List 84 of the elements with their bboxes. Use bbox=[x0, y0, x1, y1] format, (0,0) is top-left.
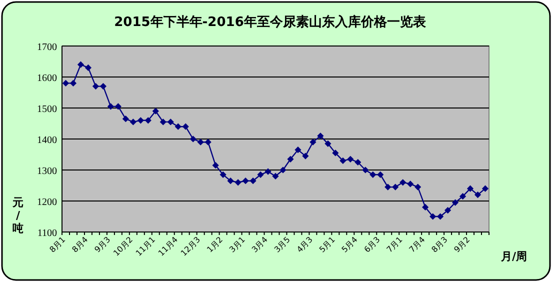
point bbox=[294, 146, 302, 154]
point bbox=[317, 132, 324, 140]
point bbox=[242, 178, 249, 184]
point bbox=[77, 61, 84, 68]
x-tick-label: 3月5 bbox=[272, 235, 292, 254]
y-axis-title: 元/吨 bbox=[12, 196, 24, 235]
x-tick-label: 9月2 bbox=[452, 235, 472, 254]
point bbox=[370, 171, 376, 178]
x-tick-label: 11月4 bbox=[156, 235, 180, 258]
point bbox=[122, 116, 129, 122]
point bbox=[84, 64, 92, 71]
point bbox=[272, 172, 279, 180]
point bbox=[100, 83, 106, 90]
x-tick-label: 8月4 bbox=[70, 235, 90, 254]
point bbox=[114, 103, 122, 110]
point bbox=[257, 171, 264, 178]
y-tick-label: 1200 bbox=[37, 197, 57, 208]
x-tick-label: 7月4 bbox=[408, 235, 427, 254]
y-tick-label: 1500 bbox=[37, 104, 57, 115]
x-tick-label: 9月3 bbox=[92, 235, 112, 254]
point bbox=[302, 152, 309, 160]
point bbox=[452, 199, 459, 206]
point bbox=[167, 118, 174, 126]
point bbox=[354, 158, 362, 166]
point bbox=[212, 162, 219, 169]
x-tick-label: 5月4 bbox=[340, 235, 360, 254]
point bbox=[400, 179, 406, 186]
chart-title: 2015年下半年-2016年至今尿素山东入库价格一览表 bbox=[114, 14, 427, 30]
y-tick-label: 1600 bbox=[37, 73, 57, 84]
point bbox=[466, 185, 474, 192]
point bbox=[152, 108, 159, 114]
x-tick-label: 6月3 bbox=[362, 235, 382, 254]
point bbox=[459, 193, 466, 200]
point bbox=[137, 117, 144, 124]
point bbox=[340, 157, 346, 164]
point bbox=[92, 83, 100, 90]
point bbox=[280, 166, 286, 174]
point bbox=[444, 207, 452, 214]
point bbox=[310, 138, 316, 146]
x-tick-label: 12月3 bbox=[179, 235, 202, 258]
x-tick-label: 1月2 bbox=[205, 235, 224, 254]
point bbox=[227, 178, 234, 184]
point bbox=[62, 80, 70, 86]
point bbox=[482, 185, 489, 192]
point bbox=[70, 80, 77, 86]
x-tick-label: 10月2 bbox=[112, 235, 135, 258]
point bbox=[287, 156, 294, 162]
point bbox=[204, 138, 212, 146]
point bbox=[182, 123, 189, 130]
point bbox=[190, 136, 196, 142]
point bbox=[422, 204, 429, 210]
y-tick-label: 1300 bbox=[37, 166, 57, 177]
point bbox=[107, 103, 114, 110]
x-tick-label: 5月1 bbox=[318, 235, 337, 254]
point bbox=[430, 213, 436, 220]
point bbox=[220, 171, 226, 178]
x-tick-label: 4月3 bbox=[295, 235, 314, 254]
point bbox=[407, 180, 414, 188]
point bbox=[347, 156, 354, 162]
x-tick-label: 3月1 bbox=[228, 235, 247, 254]
y-tick-label: 1700 bbox=[37, 42, 57, 53]
x-tick-label: 7月1 bbox=[385, 235, 404, 254]
point bbox=[130, 118, 136, 126]
x-tick-label: 11月1 bbox=[134, 235, 158, 258]
point bbox=[324, 140, 332, 147]
point bbox=[160, 118, 166, 126]
point bbox=[144, 117, 152, 124]
x-tick-label: 8月3 bbox=[430, 235, 450, 254]
point bbox=[384, 184, 392, 190]
point bbox=[250, 178, 256, 184]
point bbox=[264, 168, 272, 175]
point bbox=[414, 184, 422, 190]
point bbox=[362, 166, 369, 174]
point bbox=[234, 179, 242, 186]
y-tick-label: 1400 bbox=[37, 135, 57, 146]
point bbox=[377, 171, 384, 178]
x-tick-label: 3月4 bbox=[250, 235, 270, 254]
point bbox=[474, 192, 482, 198]
point bbox=[174, 123, 182, 130]
point bbox=[332, 150, 339, 156]
point bbox=[437, 213, 444, 220]
point bbox=[197, 138, 204, 146]
point bbox=[392, 184, 399, 190]
x-axis-title: 月/周 bbox=[500, 250, 528, 263]
